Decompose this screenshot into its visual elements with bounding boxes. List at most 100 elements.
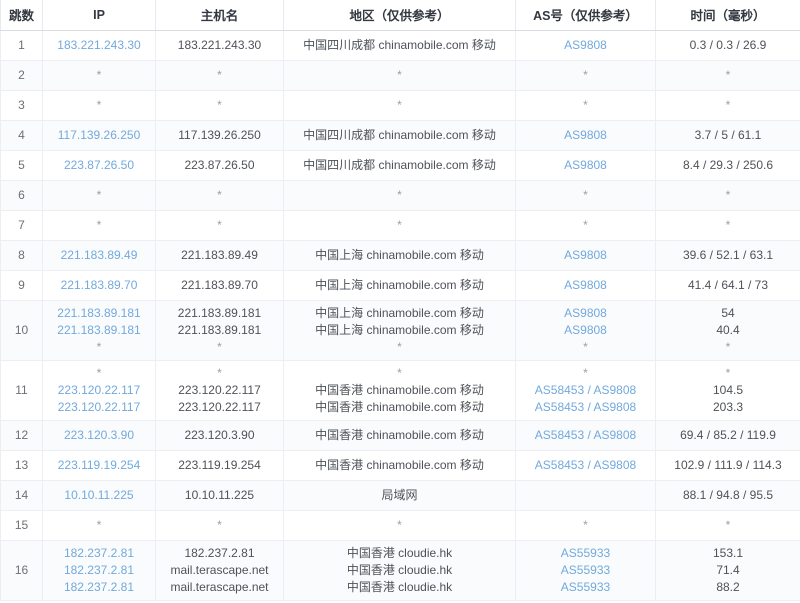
hop-number: 5 — [18, 158, 25, 172]
asn-link[interactable]: AS9808 — [564, 37, 607, 52]
timeout-marker: * — [96, 339, 102, 354]
cell-region: 中国上海 chinamobile.com 移动 中国上海 chinamobile.… — [283, 300, 516, 361]
cell-host: * — [155, 210, 284, 241]
asn-link[interactable]: AS9808 — [564, 247, 607, 262]
cell-time: * 104.5 203.3 — [655, 360, 800, 421]
asn-link[interactable]: AS58453 / AS9808 — [534, 427, 637, 442]
asn-link[interactable]: AS9808 — [564, 127, 607, 142]
cell-asn: AS9808 — [515, 270, 656, 301]
ip-stack: 221.183.89.181 221.183.89.181 * — [46, 305, 152, 356]
asn-link[interactable]: AS9808 — [564, 277, 607, 292]
table-row: 13 223.119.19.254 223.119.19.254 中国香港 china… — [0, 450, 800, 481]
cell-time: * — [655, 510, 800, 541]
ip-address-link[interactable]: 183.221.243.30 — [57, 37, 141, 52]
asn-stack: * — [519, 187, 652, 204]
cell-host: * — [155, 510, 284, 541]
table-row: 15 * * * * * — [0, 510, 800, 541]
region-stack: * — [287, 67, 512, 84]
asn-link[interactable]: AS58453 / AS9808 — [534, 382, 637, 397]
asn-link[interactable]: AS9808 — [564, 157, 607, 172]
latency-value: 88.1 / 94.8 / 95.5 — [682, 487, 774, 502]
cell-asn: AS9808 — [515, 120, 656, 151]
cell-region: * — [283, 90, 516, 121]
cell-hop: 14 — [0, 480, 43, 511]
table-row: 5 223.87.26.50 223.87.26.50 中国四川成都 chinamob… — [0, 150, 800, 181]
cell-host: 221.183.89.49 — [155, 240, 284, 271]
timeout-marker: * — [583, 517, 588, 532]
ip-address-link[interactable]: 221.183.89.181 — [57, 305, 141, 320]
asn-link[interactable]: AS9808 — [564, 322, 607, 337]
ip-stack: * — [46, 217, 152, 234]
region-value: 中国上海 chinamobile.com 移动 — [315, 322, 484, 337]
timeout-marker: * — [397, 517, 402, 532]
cell-ip: 183.221.243.30 — [42, 30, 156, 61]
cell-time: 41.4 / 64.1 / 73 — [655, 270, 800, 301]
cell-region: 中国四川成都 chinamobile.com 移动 — [283, 120, 516, 151]
ip-address-link[interactable]: 223.120.22.117 — [57, 382, 141, 397]
asn-link[interactable]: AS9808 — [564, 305, 607, 320]
timeout-marker: * — [583, 187, 588, 202]
cell-hop: 12 — [0, 420, 43, 451]
table-row: 6 * * * * * — [0, 180, 800, 211]
table-row: 16 182.237.2.81 182.237.2.81 182.237.2.81 18… — [0, 540, 800, 601]
cell-region: * — [283, 210, 516, 241]
asn-link[interactable]: AS58453 / AS9808 — [534, 399, 637, 414]
ip-address-link[interactable]: 10.10.11.225 — [64, 487, 134, 502]
hop-number: 7 — [18, 218, 25, 232]
cell-hop: 15 — [0, 510, 43, 541]
time-stack: 3.7 / 5 / 61.1 — [659, 127, 797, 144]
timeout-marker: * — [96, 97, 102, 112]
region-stack: 中国香港 chinamobile.com 移动 — [287, 427, 512, 444]
cell-region: 中国香港 chinamobile.com 移动 — [283, 420, 516, 451]
ip-stack: 223.119.19.254 — [46, 457, 152, 474]
cell-region: 局域网 — [283, 480, 516, 511]
ip-address-link[interactable]: 182.237.2.81 — [63, 545, 135, 560]
table-row: 14 10.10.11.225 10.10.11.225 局域网 88.1 / 94.… — [0, 480, 800, 511]
cell-hop: 8 — [0, 240, 43, 271]
hop-number: 10 — [14, 323, 29, 337]
asn-link[interactable]: AS55933 — [560, 562, 611, 577]
ip-address-link[interactable]: 221.183.89.181 — [57, 322, 141, 337]
cell-region: 中国四川成都 chinamobile.com 移动 — [283, 150, 516, 181]
host-stack: 117.139.26.250 — [159, 127, 280, 144]
empty-value — [519, 487, 652, 504]
cell-ip: 182.237.2.81 182.237.2.81 182.237.2.81 — [42, 540, 156, 601]
ip-stack: 223.120.3.90 — [46, 427, 152, 444]
cell-time: 88.1 / 94.8 / 95.5 — [655, 480, 800, 511]
table-row: 2 * * * * * — [0, 60, 800, 91]
latency-value: 54 — [721, 305, 735, 320]
asn-link[interactable]: AS55933 — [560, 579, 611, 594]
ip-address-link[interactable]: 182.237.2.81 — [63, 562, 135, 577]
column-header-ip: IP — [42, 0, 156, 31]
ip-address-link[interactable]: 117.139.26.250 — [57, 127, 141, 142]
cell-ip: 221.183.89.181 221.183.89.181 * — [42, 300, 156, 361]
hostname-value: mail.terascape.net — [170, 562, 269, 577]
region-stack: 中国上海 chinamobile.com 移动 — [287, 277, 512, 294]
region-stack: 中国四川成都 chinamobile.com 移动 — [287, 37, 512, 54]
host-stack: 223.87.26.50 — [159, 157, 280, 174]
ip-address-link[interactable]: 182.237.2.81 — [63, 579, 135, 594]
hop-number: 6 — [18, 188, 25, 202]
ip-address-link[interactable]: 223.87.26.50 — [63, 157, 135, 172]
region-value: 中国四川成都 chinamobile.com 移动 — [303, 37, 496, 52]
host-stack: * — [159, 517, 280, 534]
asn-link[interactable]: AS55933 — [560, 545, 611, 560]
ip-address-link[interactable]: 223.120.22.117 — [57, 399, 141, 414]
timeout-marker: * — [96, 365, 102, 380]
cell-host: 221.183.89.70 — [155, 270, 284, 301]
cell-host: 117.139.26.250 — [155, 120, 284, 151]
region-value: 中国四川成都 chinamobile.com 移动 — [303, 157, 496, 172]
ip-address-link[interactable]: 221.183.89.49 — [60, 247, 138, 262]
hostname-value: 10.10.11.225 — [184, 487, 255, 502]
asn-link[interactable]: AS58453 / AS9808 — [534, 457, 637, 472]
asn-stack: * AS58453 / AS9808 AS58453 / AS9808 — [519, 365, 652, 416]
asn-stack: AS58453 / AS9808 — [519, 427, 652, 444]
cell-region: * 中国香港 chinamobile.com 移动 中国香港 chinamobile… — [283, 360, 516, 421]
ip-address-link[interactable]: 221.183.89.70 — [60, 277, 138, 292]
asn-stack: AS58453 / AS9808 — [519, 457, 652, 474]
ip-address-link[interactable]: 223.119.19.254 — [57, 457, 141, 472]
cell-ip: * — [42, 510, 156, 541]
timeout-marker: * — [217, 187, 222, 202]
ip-address-link[interactable]: 223.120.3.90 — [63, 427, 135, 442]
